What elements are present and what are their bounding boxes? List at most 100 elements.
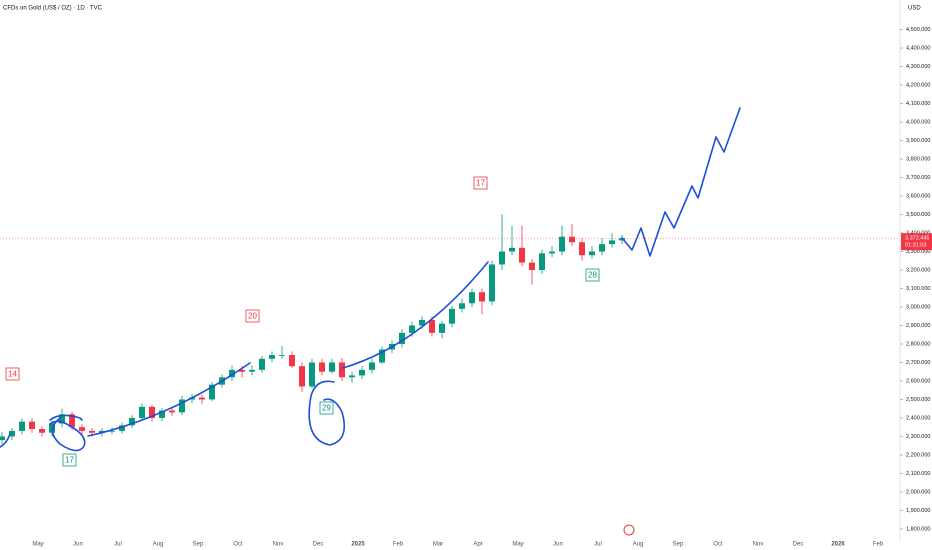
candle-body: [499, 251, 505, 265]
candle-body: [29, 421, 35, 430]
candle-body: [579, 242, 585, 256]
x-tick-label: Feb: [873, 542, 884, 548]
candle-body: [159, 410, 165, 418]
x-tick-label: Jul: [594, 542, 602, 548]
candle-body: [559, 236, 565, 252]
candle-body: [369, 362, 375, 370]
y-tick-label: 3,600.000: [906, 193, 930, 199]
candle-body: [609, 240, 615, 245]
candle-body: [269, 355, 275, 359]
y-tick-label: 2,100.000: [906, 471, 930, 477]
candle-body: [309, 362, 315, 387]
x-tick-label: Apr: [473, 542, 482, 548]
candle-body: [339, 362, 345, 378]
candle-body: [289, 355, 295, 367]
candle-body: [539, 253, 545, 270]
y-tick-label: 1,900.000: [906, 508, 930, 514]
candle-body: [229, 369, 235, 378]
candle-body: [509, 247, 515, 252]
drawing: [87, 362, 251, 437]
annotation-label: 17: [65, 456, 74, 465]
y-tick-label: 4,100.000: [906, 101, 930, 107]
candle-body: [599, 244, 605, 252]
y-tick-label: 2,800.000: [906, 341, 930, 347]
y-tick-label: 3,100.000: [906, 286, 930, 292]
countdown-label: 01:31:03: [905, 243, 926, 249]
candle-body: [529, 262, 535, 270]
candle-body: [409, 325, 415, 333]
drawings: [0, 107, 741, 452]
candle-body: [399, 332, 405, 344]
candle-body: [0, 436, 5, 441]
candle-body: [199, 397, 205, 400]
candle-body: [479, 292, 485, 302]
candle-body: [39, 429, 45, 433]
annotation: 17: [473, 176, 488, 190]
x-tick-label: 2026: [831, 542, 845, 548]
y-tick-label: 2,600.000: [906, 378, 930, 384]
y-tick-label: 3,500.000: [906, 212, 930, 218]
x-tick-label: May: [32, 542, 43, 548]
candle-body: [329, 362, 335, 372]
x-tick-label: Jul: [114, 542, 122, 548]
candle-body: [319, 362, 325, 372]
x-tick-label: Sep: [673, 542, 684, 548]
drawing: [342, 261, 489, 369]
candle-body: [459, 303, 465, 309]
candle-body: [259, 358, 265, 370]
annotation-label: 29: [322, 404, 331, 413]
candle-body: [349, 375, 355, 378]
candle-body: [619, 238, 625, 241]
x-tick-label: Nov: [273, 542, 284, 548]
y-tick-label: 3,300.000: [906, 249, 930, 255]
currency-label: USD: [908, 6, 921, 12]
annotation-label: 14: [8, 370, 17, 379]
candle-body: [19, 421, 25, 431]
x-tick-label: Mar: [433, 542, 443, 548]
drawing: [308, 380, 346, 446]
chart-title: CFDs on Gold (US$ / OZ) · 1D · TVC: [3, 6, 103, 12]
drawing: [49, 414, 86, 452]
y-tick-label: 3,000.000: [906, 304, 930, 310]
candle-body: [89, 430, 95, 433]
last-price-label: 3,372.445: [905, 236, 929, 242]
candle-body: [129, 417, 135, 426]
y-tick-label: 3,700.000: [906, 175, 930, 181]
candle-body: [109, 430, 115, 432]
candle-body: [169, 410, 175, 413]
x-tick-label: Feb: [393, 542, 404, 548]
event-flag[interactable]: [623, 524, 635, 536]
y-tick-label: 2,300.000: [906, 434, 930, 440]
annotation: 28: [585, 268, 600, 282]
y-tick-label: 4,400.000: [906, 46, 930, 52]
candle-body: [59, 414, 65, 424]
candle-body: [279, 355, 285, 356]
drawing: [0, 433, 11, 448]
y-tick-label: 3,900.000: [906, 138, 930, 144]
last-price-box: [901, 233, 932, 251]
candle-body: [149, 406, 155, 418]
y-tick-label: 2,400.000: [906, 415, 930, 421]
annotation: 20: [245, 309, 260, 323]
y-tick-label: 3,800.000: [906, 156, 930, 162]
candle-body: [139, 406, 145, 418]
candle-body: [489, 264, 495, 302]
x-tick-label: Oct: [233, 542, 243, 548]
x-tick-label: Dec: [313, 542, 324, 548]
x-tick-label: Nov: [753, 542, 764, 548]
candle-body: [99, 430, 105, 433]
x-tick-label: May: [512, 542, 523, 548]
candle-body: [119, 425, 125, 431]
y-tick-label: 2,200.000: [906, 452, 930, 458]
x-tick-label: Dec: [793, 542, 804, 548]
annotation-label: 20: [248, 312, 257, 321]
y-tick-label: 4,200.000: [906, 83, 930, 89]
x-tick-label: Aug: [633, 542, 644, 548]
y-tick-label: 4,000.000: [906, 120, 930, 126]
annotation: 17: [62, 453, 77, 467]
candle-body: [549, 251, 555, 254]
projection-drawing: [621, 107, 741, 257]
candle-body: [569, 236, 575, 243]
candle-body: [519, 247, 525, 263]
